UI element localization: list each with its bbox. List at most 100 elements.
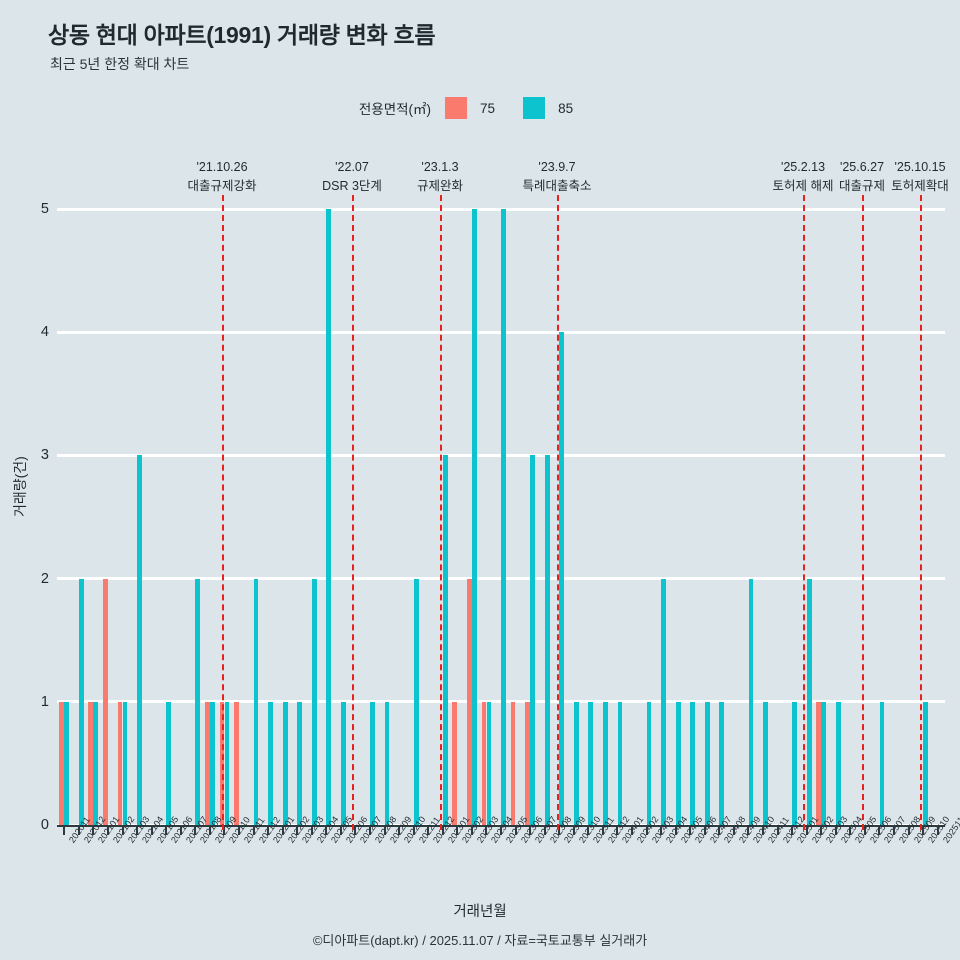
x-tick [456,825,459,835]
x-tick [820,825,823,835]
bar [209,701,215,825]
bar [282,701,288,825]
bar [64,701,70,825]
y-tick-label: 4 [40,324,49,341]
bar [923,701,929,825]
x-tick [412,825,415,835]
x-tick [703,825,706,835]
bar [525,701,530,825]
bar [806,578,812,825]
gridline [57,207,945,211]
x-tick [281,825,284,835]
x-tick [689,825,692,835]
bar [544,455,550,825]
bar [510,701,516,825]
x-tick [368,825,371,835]
event-annotation: '22.07 DSR 3단계 [322,158,382,196]
bar [530,455,535,825]
x-tick [150,825,153,835]
x-tick [572,825,575,835]
bar [675,701,681,825]
bar [466,578,472,825]
page-title: 상동 현대 아파트(1991) 거래량 변화 흐름 [48,22,436,48]
x-tick [805,825,808,835]
x-tick [616,825,619,835]
event-annotation: '25.6.27 대출규제 [839,158,885,196]
bar [88,701,94,825]
legend-swatch-85 [523,97,546,119]
x-tick [718,825,721,835]
x-tick [587,825,590,835]
x-tick [427,825,430,835]
gridline [57,453,945,457]
x-tick [106,825,109,835]
event-label: 특례대출축소 [522,179,592,193]
x-tick [383,825,386,835]
bar [195,578,201,825]
x-tick [674,825,677,835]
event-label: 대출규제강화 [187,179,257,193]
x-tick [893,825,896,835]
x-tick [500,825,502,835]
event-annotation: '23.1.3 규제완화 [417,158,463,196]
bar [340,701,346,825]
bar [166,701,172,825]
bar [835,701,841,825]
x-tick [660,825,663,835]
bar [792,701,798,825]
bar [452,701,458,825]
y-tick-label: 1 [40,693,49,710]
event-line [222,195,224,830]
x-tick [354,825,357,835]
bar [384,701,390,825]
bar [879,701,885,825]
bar [602,701,608,825]
event-date: '23.1.3 [421,160,459,174]
bar [413,578,419,825]
bar [617,701,623,825]
legend-title: 전용면적(㎡) [358,102,432,117]
chart-footer: ©디아파트(dapt.kr) / 2025.11.07 / 자료=국토교통부 실… [312,933,648,948]
x-tick [310,825,313,835]
x-tick [121,825,124,835]
x-tick [849,825,852,835]
event-date: '25.2.13 [780,160,826,174]
event-line [557,195,559,830]
x-tick [165,825,168,835]
x-tick [631,825,634,835]
event-date: '25.6.27 [839,160,885,174]
x-tick [922,825,925,835]
x-tick [398,825,401,835]
x-tick [747,825,750,835]
x-tick [325,825,328,835]
plot-area: 0123452020112020122021012021022021032021… [41,195,960,845]
x-tick [776,825,779,835]
bar [93,701,99,825]
x-tick [237,825,240,835]
event-line [352,195,354,830]
gridline [57,577,945,581]
event-label: 대출규제 [838,179,886,193]
x-tick [339,825,342,835]
bar [103,578,108,825]
event-date: '22.07 [335,160,369,174]
x-tick [834,825,837,835]
bar [122,701,128,825]
page-subtitle: 최근 5년 한정 확대 차트 [50,56,190,72]
x-tick [485,825,488,835]
chart-legend: 전용면적(㎡) 75 85 [0,97,960,119]
bar [268,701,273,825]
gridline [57,700,945,704]
bar [78,578,84,825]
x-tick [601,825,604,835]
x-axis-title: 거래년월 [453,904,507,920]
bar [137,455,142,825]
bar [224,701,230,825]
bar [821,701,827,825]
x-tick [208,825,211,835]
x-tick [136,825,139,835]
event-label: 토허제확대 [891,179,949,193]
event-line [862,195,864,830]
x-tick [936,825,939,835]
x-tick [92,825,95,835]
